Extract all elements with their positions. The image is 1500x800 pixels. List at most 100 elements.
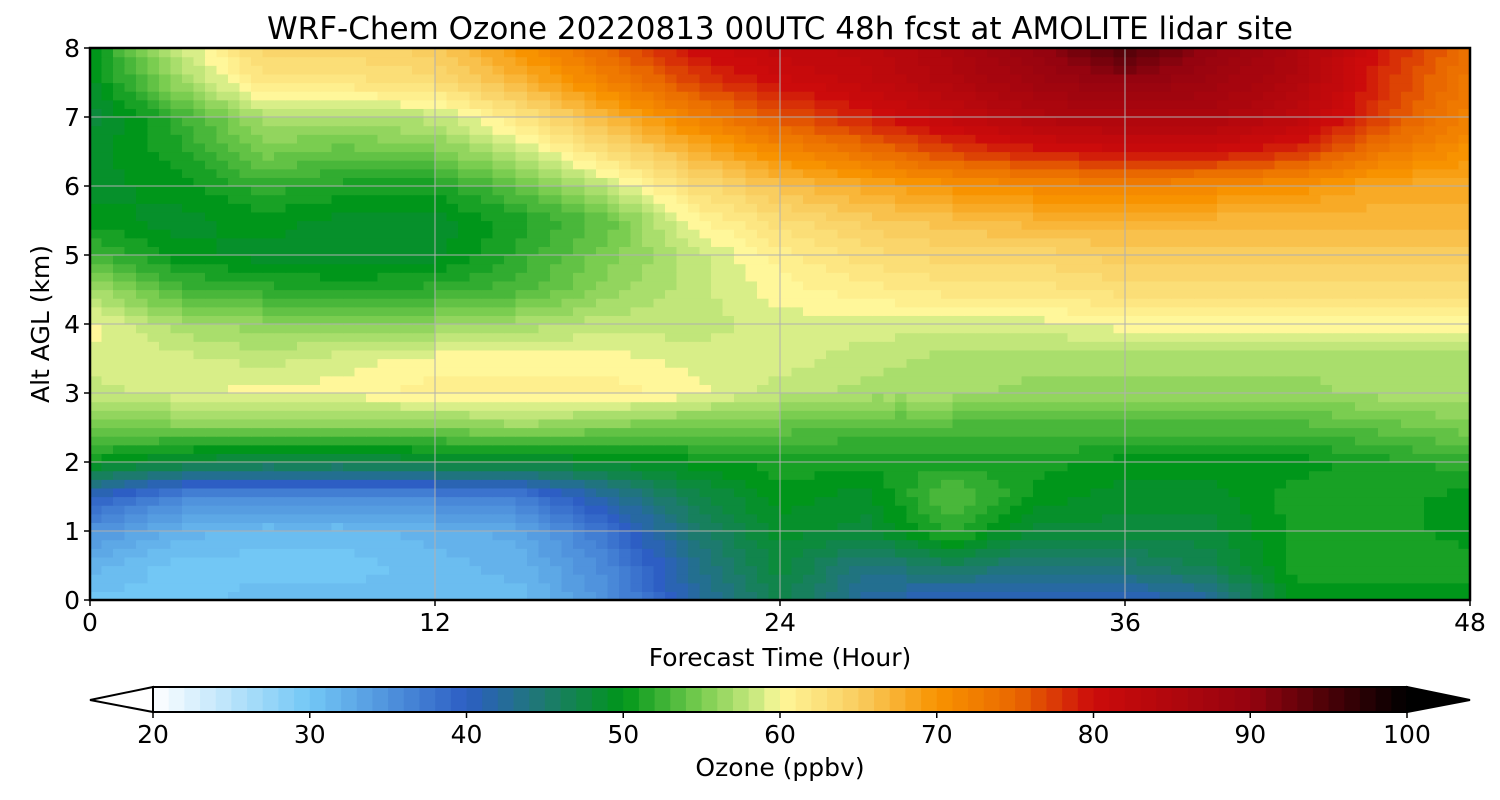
contour-cell [274,384,287,394]
contour-cell [527,548,540,558]
contour-cell [803,444,816,454]
contour-cell [1136,246,1149,256]
contour-cell [124,479,137,489]
contour-cell [469,401,482,411]
contour-cell [941,349,954,360]
contour-cell [803,358,816,368]
contour-cell [630,427,643,437]
contour-cell [538,548,551,558]
contour-cell [389,255,402,265]
contour-cell [596,237,609,247]
contour-cell [515,315,528,325]
contour-cell [734,401,747,411]
contour-cell [699,401,712,411]
contour-cell [308,556,321,567]
contour-cell [170,255,183,265]
contour-cell [1079,272,1092,282]
contour-cell [1332,280,1345,291]
contour-cell [182,582,195,592]
contour-cell [745,358,758,368]
contour-cell [274,272,287,282]
contour-cell [113,418,126,429]
contour-cell [515,332,528,342]
contour-cell [1401,513,1414,523]
contour-cell [757,384,770,394]
contour-cell [941,401,954,411]
contour-cell [665,263,678,273]
contour-cell [711,453,724,463]
contour-cell [1090,375,1103,385]
contour-cell [975,349,988,360]
contour-cell [1056,591,1069,600]
contour-cell [1148,246,1161,256]
contour-cell [998,522,1011,532]
contour-cell [1125,255,1138,265]
contour-cell [159,418,172,429]
contour-cell [791,367,804,377]
contour-cell [791,436,804,446]
contour-cell [964,462,977,472]
contour-cell [1159,444,1172,454]
contour-cell [918,401,931,411]
contour-cell [1435,531,1448,541]
contour-cell [239,436,252,446]
contour-cell [1343,298,1356,308]
contour-cell [1274,341,1287,351]
contour-cell [1136,384,1149,394]
contour-cell [1056,436,1069,446]
contour-cell [918,375,931,385]
contour-cell [791,505,804,515]
contour-cell [251,384,264,394]
contour-cell [1251,393,1264,403]
contour-cell [1286,246,1299,256]
contour-cell [665,280,678,291]
contour-cell [389,496,402,506]
contour-cell [757,591,770,600]
contour-cell [205,384,218,394]
contour-cell [883,237,896,247]
contour-cell [814,280,827,291]
contour-cell [814,496,827,506]
contour-cell [630,246,643,256]
contour-cell [170,298,183,308]
contour-cell [895,367,908,377]
contour-cell [1458,496,1470,506]
contour-cell [1435,358,1448,368]
contour-cell [1297,298,1310,308]
contour-cell [285,246,298,256]
contour-cell [550,280,563,291]
contour-cell [1217,591,1230,600]
contour-cell [975,513,988,523]
contour-cell [251,479,264,489]
contour-cell [676,427,689,437]
contour-cell [1320,574,1333,584]
contour-cell [1320,375,1333,385]
contour-cell [1458,306,1470,316]
contour-cell [469,556,482,567]
contour-cell [1297,280,1310,291]
contour-cell [1079,574,1092,584]
contour-cell [1194,272,1207,282]
contour-cell [527,591,540,600]
contour-cell [343,436,356,446]
contour-cell [906,263,919,273]
contour-cell [504,531,517,541]
contour-cell [435,410,448,420]
contour-cell [722,522,735,532]
contour-cell [1113,324,1126,334]
contour-cell [964,565,977,575]
contour-cell [1194,410,1207,420]
contour-cell [1194,401,1207,411]
contour-cell [354,306,367,316]
contour-cell [124,453,137,463]
contour-cell [607,462,620,472]
contour-cell [297,479,310,489]
contour-cell [1366,496,1379,506]
contour-cell [711,272,724,282]
contour-cell [216,574,229,584]
contour-cell [366,436,379,446]
contour-cell [101,324,114,334]
contour-cell [584,349,597,360]
contour-cell [1079,427,1092,437]
contour-cell [745,591,758,600]
